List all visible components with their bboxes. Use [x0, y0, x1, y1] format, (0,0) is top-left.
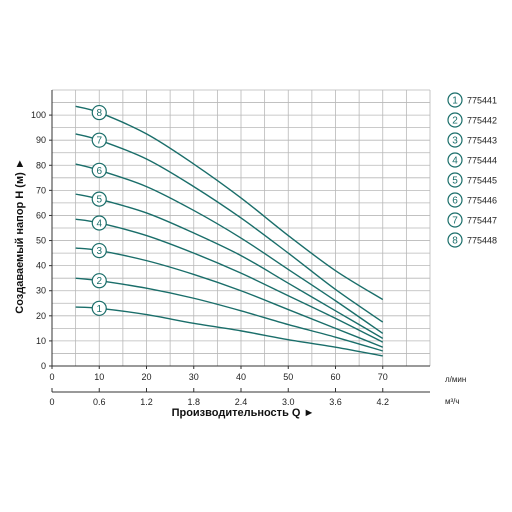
legend-series-name: 775441: [467, 96, 497, 106]
x-tick-label: 60: [330, 372, 340, 382]
legend-marker-5: [447, 172, 463, 188]
grid: [52, 89, 431, 366]
x-tick-label: 20: [141, 372, 151, 382]
y-tick-label: 40: [36, 261, 46, 271]
secondary-x-tick-label: 0.6: [93, 397, 106, 407]
series-marker-7: [91, 132, 107, 148]
legend-marker-number: 5: [452, 176, 458, 187]
series-line-1: [75, 306, 383, 357]
x-axis-title: Производительность Q ►: [172, 407, 315, 419]
y-tick-label: 10: [36, 336, 46, 346]
series-marker-number: 3: [96, 246, 102, 257]
series-marker-number: 4: [96, 218, 102, 229]
legend-marker-number: 6: [452, 196, 458, 207]
y-tick-label: 30: [36, 286, 46, 296]
legend-marker-number: 3: [452, 136, 458, 147]
legend-series-name: 775448: [467, 236, 497, 246]
series-marker-6: [91, 162, 107, 178]
series-marker-number: 8: [96, 108, 102, 119]
series-marker-4: [91, 215, 107, 231]
legend-marker-1: [447, 92, 463, 108]
series-marker-number: 7: [96, 136, 102, 147]
series-marker-1: [91, 300, 107, 316]
legend-series-name: 775445: [467, 176, 497, 186]
legend-marker-number: 1: [452, 96, 458, 107]
series-marker-2: [91, 273, 107, 289]
x-unit-label: л/мин: [445, 375, 466, 384]
legend-marker-number: 2: [452, 116, 458, 127]
y-tick-label: 20: [36, 311, 46, 321]
secondary-x-unit-label: м³/ч: [445, 397, 460, 406]
secondary-x-tick-label: 3.0: [282, 397, 295, 407]
y-tick-label: 90: [36, 135, 46, 145]
axes: [49, 90, 430, 393]
y-tick-label: 0: [41, 361, 46, 371]
secondary-x-tick-label: 4.2: [376, 397, 389, 407]
secondary-x-tick-label: 3.6: [329, 397, 342, 407]
legend-marker-number: 4: [452, 156, 458, 167]
x-axis-title-text: Производительность Q: [172, 407, 301, 419]
legend-series-name: 775444: [467, 156, 497, 166]
legend-marker-2: [447, 112, 463, 128]
series-marker-8: [91, 104, 107, 121]
y-axis-title: Создаваемый напор H (м) ►: [14, 158, 26, 313]
series-marker-5: [91, 191, 107, 207]
legend-series-name: 775443: [467, 136, 497, 146]
series-markers: 1 2 3 4 5 6 7 8: [91, 104, 107, 316]
legend-marker-8: [447, 232, 463, 248]
x-tick-label: 40: [236, 372, 246, 382]
x-tick-label: 70: [378, 372, 388, 382]
y-tick-label: 80: [36, 160, 46, 170]
y-tick-label: 50: [36, 236, 46, 246]
legend-marker-6: [447, 192, 463, 208]
legend-marker-4: [447, 152, 463, 168]
secondary-x-tick-label: 1.8: [187, 397, 200, 407]
tick-labels: 0 10 20 30 40 50 60 70 80 90 100 0 10 20 30 40 50 60 70 0 0.…: [31, 110, 389, 407]
series-marker-number: 2: [96, 276, 102, 287]
legend-series-name: 775446: [467, 196, 497, 206]
series-line-4: [75, 218, 384, 343]
x-tick-label: 30: [189, 372, 199, 382]
secondary-x-tick-label: 1.2: [140, 397, 153, 407]
legend: 1 775441 2 775442 3 775443 4 775444 5 775445 6 7754…: [447, 92, 497, 248]
x-tick-label: 50: [283, 372, 293, 382]
series-marker-number: 5: [96, 195, 102, 206]
y-tick-label: 70: [36, 185, 46, 195]
series-lines: [75, 105, 384, 357]
series-line-2: [75, 277, 383, 352]
secondary-x-tick-label: 2.4: [235, 397, 248, 407]
series-marker-number: 1: [96, 304, 102, 315]
y-tick-label: 100: [31, 110, 46, 120]
legend-marker-number: 8: [452, 236, 458, 247]
y-tick-label: 60: [36, 210, 46, 220]
legend-series-name: 775447: [467, 216, 497, 226]
x-tick-label: 0: [49, 372, 54, 382]
series-marker-3: [91, 242, 107, 259]
series-marker-number: 6: [96, 166, 102, 177]
y-axis-title-text: Создаваемый напор H (м): [14, 172, 26, 314]
series-line-3: [75, 247, 384, 348]
legend-marker-3: [447, 132, 463, 148]
secondary-x-tick-label: 0: [49, 397, 54, 407]
legend-series-name: 775442: [467, 116, 497, 126]
legend-marker-7: [447, 212, 463, 228]
legend-marker-number: 7: [452, 216, 458, 227]
x-tick-label: 10: [94, 372, 104, 382]
